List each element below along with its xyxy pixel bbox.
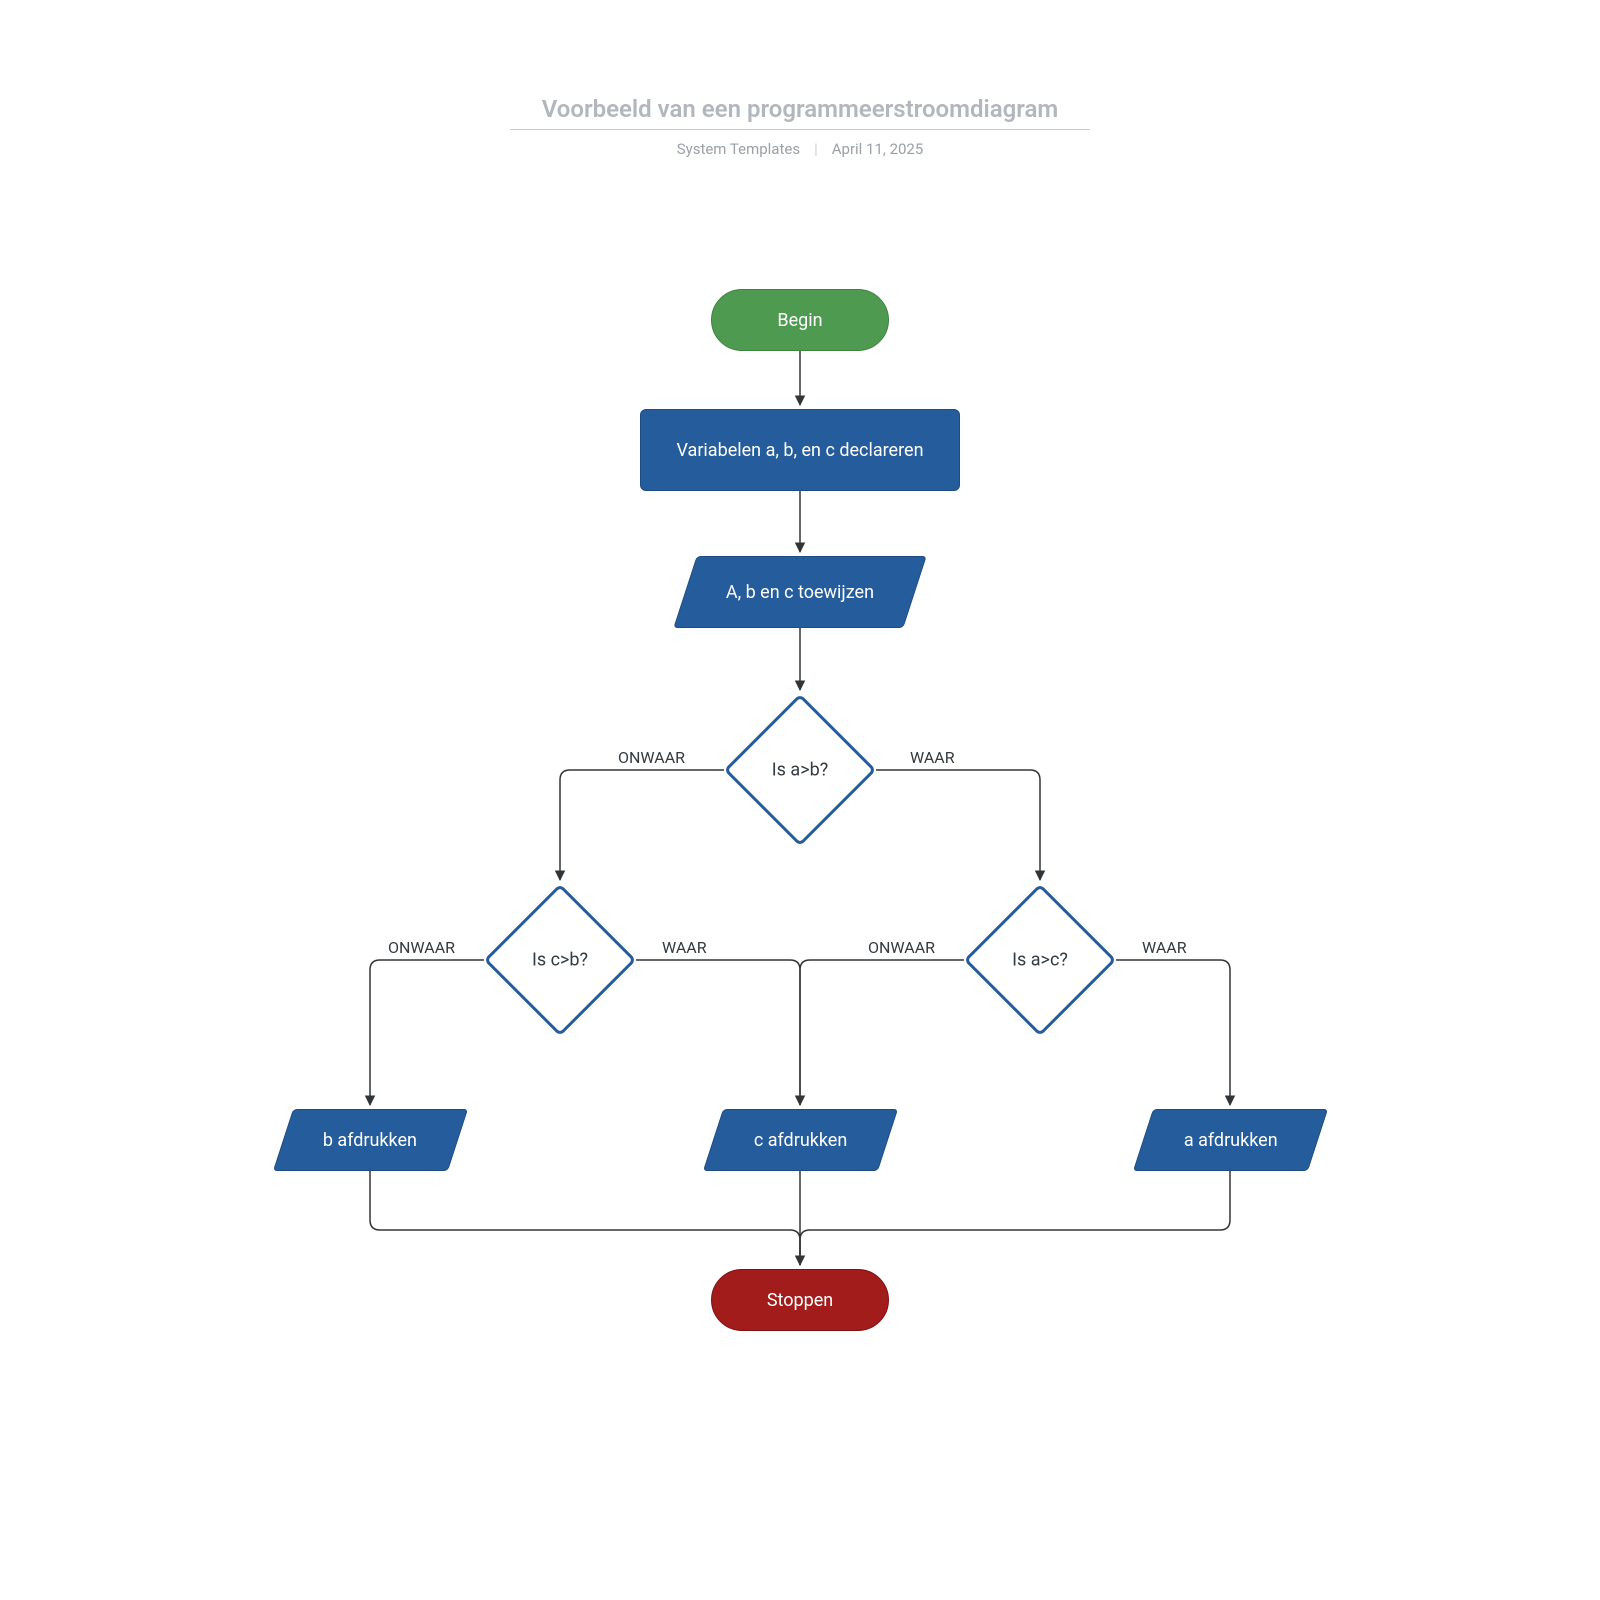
edge-dab-true bbox=[876, 770, 1040, 880]
node-print-b-label: b afdrukken bbox=[323, 1130, 417, 1151]
node-stop: Stoppen bbox=[711, 1269, 889, 1331]
node-decision-ac: Is a>c? bbox=[964, 884, 1116, 1036]
node-stop-label: Stoppen bbox=[767, 1290, 833, 1311]
subtitle-separator: | bbox=[814, 140, 818, 158]
label-ab-true: WAAR bbox=[910, 748, 955, 767]
node-decision-ab-label: Is a>b? bbox=[772, 760, 828, 781]
node-print-a-label: a afdrukken bbox=[1184, 1130, 1278, 1151]
label-cb-false: ONWAAR bbox=[388, 938, 455, 957]
node-print-c: c afdrukken bbox=[703, 1109, 898, 1171]
node-begin-label: Begin bbox=[777, 310, 822, 331]
page-subtitle: System Templates | April 11, 2025 bbox=[510, 140, 1090, 158]
edge-printb-stop bbox=[370, 1171, 800, 1265]
node-print-c-label: c afdrukken bbox=[754, 1130, 847, 1151]
page-title: Voorbeeld van een programmeerstroomdiagr… bbox=[510, 95, 1090, 130]
label-ac-true: WAAR bbox=[1142, 938, 1187, 957]
edge-dac-true bbox=[1116, 960, 1230, 1105]
flowchart-canvas: { "header": { "title": "Voorbeeld van ee… bbox=[0, 0, 1600, 1600]
node-print-b: b afdrukken bbox=[273, 1109, 468, 1171]
node-decision-ac-label: Is a>c? bbox=[1012, 950, 1068, 971]
edge-printa-stop bbox=[800, 1171, 1230, 1265]
node-declare-label: Variabelen a, b, en c declareren bbox=[676, 440, 923, 461]
edge-dcb-false bbox=[370, 960, 484, 1105]
label-ac-false: ONWAAR bbox=[868, 938, 935, 957]
node-decision-cb-label: Is c>b? bbox=[532, 950, 588, 971]
node-assign-label: A, b en c toewijzen bbox=[726, 582, 874, 603]
header: Voorbeeld van een programmeerstroomdiagr… bbox=[510, 95, 1090, 158]
node-declare: Variabelen a, b, en c declareren bbox=[640, 409, 960, 491]
label-ab-false: ONWAAR bbox=[618, 748, 685, 767]
edge-dac-false bbox=[800, 960, 964, 1105]
node-assign: A, b en c toewijzen bbox=[673, 556, 926, 628]
label-cb-true: WAAR bbox=[662, 938, 707, 957]
node-print-a: a afdrukken bbox=[1133, 1109, 1328, 1171]
subtitle-left: System Templates bbox=[677, 140, 800, 158]
node-begin: Begin bbox=[711, 289, 889, 351]
edge-dab-false bbox=[560, 770, 724, 880]
node-decision-cb: Is c>b? bbox=[484, 884, 636, 1036]
edge-dcb-true bbox=[636, 960, 800, 1105]
subtitle-right: April 11, 2025 bbox=[832, 140, 924, 158]
node-decision-ab: Is a>b? bbox=[724, 694, 876, 846]
